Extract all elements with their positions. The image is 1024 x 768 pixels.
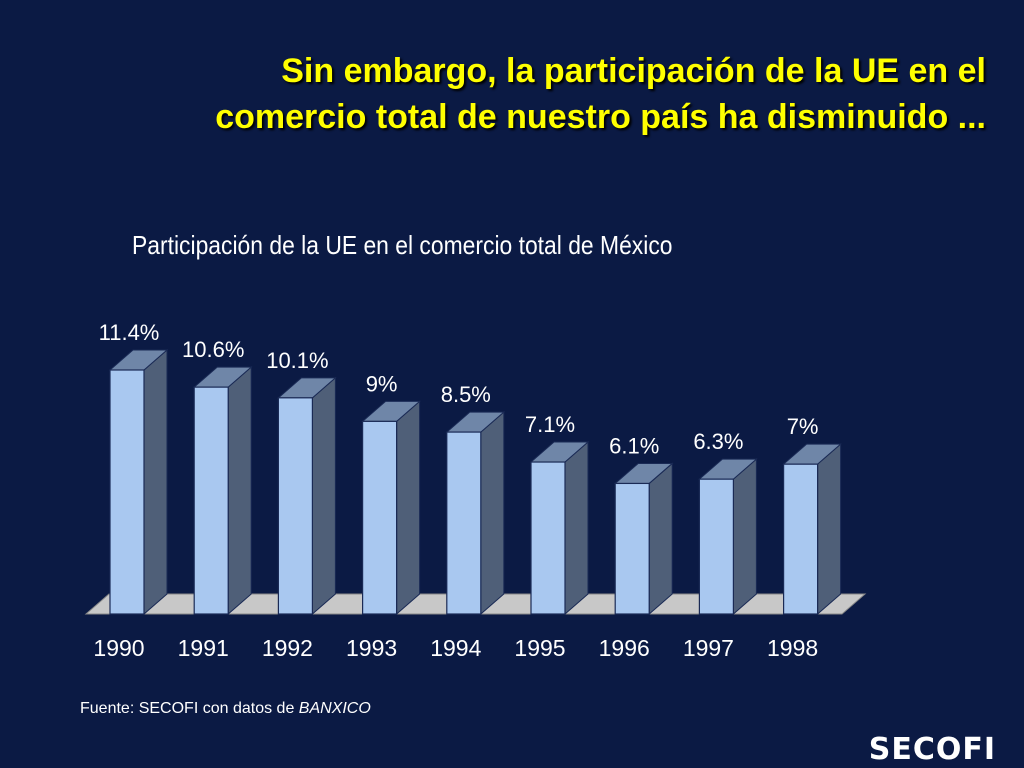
data-label-1998: 7% xyxy=(787,414,819,439)
data-label-1990: 11.4% xyxy=(99,320,160,345)
source-italic: BANXICO xyxy=(298,700,371,717)
bar-1990 xyxy=(109,369,145,615)
data-label-1991: 10.6% xyxy=(182,337,244,362)
bar-side-1995 xyxy=(564,440,589,616)
bar-side-1998 xyxy=(817,443,842,616)
bar-side-1991 xyxy=(227,366,252,616)
x-tick-label-1997: 1997 xyxy=(683,635,734,661)
slide-title-line-2: comercio total de nuestro país ha dismin… xyxy=(215,98,986,136)
x-tick-label-1990: 1990 xyxy=(93,635,144,661)
secofi-logo: SECOFI xyxy=(868,732,996,767)
x-tick-label-1995: 1995 xyxy=(514,635,565,661)
bar-side-1992 xyxy=(311,376,336,616)
data-label-1992: 10.1% xyxy=(266,348,328,373)
bar-side-1993 xyxy=(396,400,421,616)
data-label-1994: 8.5% xyxy=(441,382,491,407)
chart-title: Participación de la UE en el comercio to… xyxy=(132,230,673,260)
bar-side-1994 xyxy=(480,410,505,616)
x-tick-label-1998: 1998 xyxy=(767,635,818,661)
x-tick-label-1994: 1994 xyxy=(430,635,481,661)
bar-1995 xyxy=(530,461,566,615)
bar-1992 xyxy=(277,397,313,615)
x-tick-label-1996: 1996 xyxy=(599,635,650,661)
bar-1996 xyxy=(614,482,650,615)
data-label-1993: 9% xyxy=(366,371,398,396)
bar-side-1990 xyxy=(143,348,168,616)
source-prefix: Fuente: SECOFI con datos de xyxy=(80,700,299,717)
data-label-1995: 7.1% xyxy=(525,412,575,437)
bar-1994 xyxy=(446,431,482,615)
x-tick-label-1993: 1993 xyxy=(346,635,397,661)
data-label-1996: 6.1% xyxy=(609,433,659,458)
x-tick-label-1991: 1991 xyxy=(178,635,229,661)
source-note: Fuente: SECOFI con datos de BANXICO xyxy=(80,700,371,718)
slide-title-line-1: Sin embargo, la participación de la UE e… xyxy=(281,52,986,90)
bar-side-1997 xyxy=(732,458,757,616)
bar-1993 xyxy=(362,420,398,615)
data-label-1997: 6.3% xyxy=(693,429,743,454)
slide-title: Sin embargo, la participación de la UE e… xyxy=(40,48,986,140)
bar-1997 xyxy=(698,478,735,615)
x-tick-label-1992: 1992 xyxy=(262,635,313,661)
bar-side-1996 xyxy=(648,462,673,616)
bar-1991 xyxy=(193,386,229,615)
bar-1998 xyxy=(782,463,819,615)
